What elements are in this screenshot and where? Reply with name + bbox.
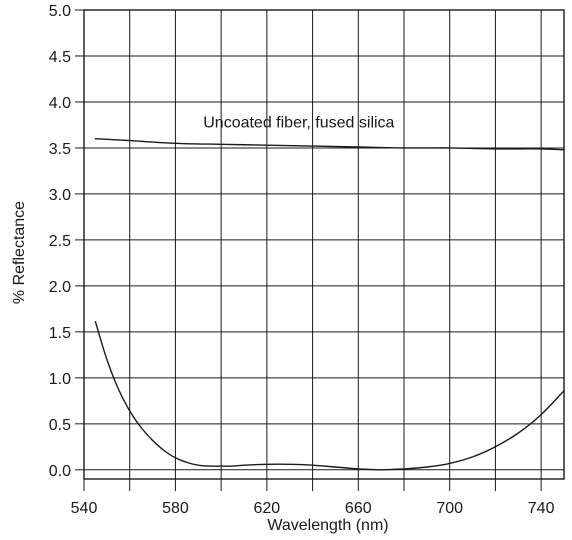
y-tick-label-1: 0.5 — [49, 417, 71, 434]
x-tick-label-2: 620 — [254, 500, 281, 517]
y-tick-label-8: 4.0 — [49, 95, 71, 112]
y-tick-label-9: 4.5 — [49, 49, 71, 66]
series-lines — [94, 138, 565, 471]
y-tick-label-2: 1.0 — [49, 371, 71, 388]
plot-frame — [83, 9, 565, 480]
x-tick-label-3: 660 — [345, 500, 372, 517]
annotation-label-0: Uncoated fiber, fused silica — [203, 115, 394, 132]
y-tick-label-0: 0.0 — [49, 463, 71, 480]
series-line-0 — [94, 138, 565, 151]
annotations: Uncoated fiber, fused silica — [203, 115, 394, 132]
y-tick-label-5: 2.5 — [49, 233, 71, 250]
series-line-1 — [94, 321, 565, 471]
axis-ticks — [75, 9, 542, 491]
grid-lines — [83, 9, 564, 479]
x-tick-label-5: 740 — [528, 500, 555, 517]
y-tick-labels: 0.0 0.5 1.0 1.5 2.0 2.5 3.0 3.5 4.0 4.5 5.0 — [49, 3, 71, 480]
x-tick-labels: 540 580 620 660 700 740 — [71, 500, 555, 517]
y-tick-label-3: 1.5 — [49, 325, 71, 342]
x-tick-label-4: 700 — [436, 500, 463, 517]
x-tick-label-0: 540 — [71, 500, 98, 517]
y-tick-label-7: 3.5 — [49, 141, 71, 158]
x-tick-label-1: 580 — [162, 500, 189, 517]
x-axis-title: Wavelength (nm) — [267, 517, 388, 534]
y-tick-label-10: 5.0 — [49, 3, 71, 20]
y-tick-label-6: 3.0 — [49, 187, 71, 204]
y-axis-title: % Reflectance — [11, 201, 28, 304]
y-tick-label-4: 2.0 — [49, 279, 71, 296]
